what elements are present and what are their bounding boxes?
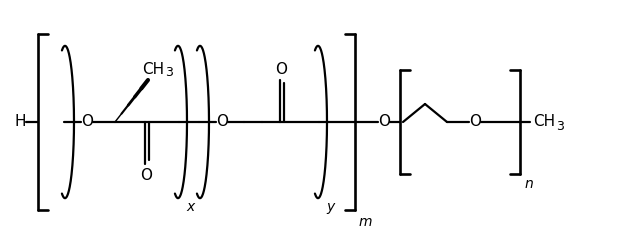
Text: H: H [14, 114, 26, 130]
Text: n: n [525, 177, 533, 191]
Text: 3: 3 [165, 67, 173, 80]
Text: m: m [358, 215, 372, 229]
Text: O: O [469, 114, 481, 130]
Text: 3: 3 [556, 120, 564, 132]
Text: O: O [275, 61, 287, 77]
Text: CH: CH [142, 61, 164, 77]
Text: O: O [378, 114, 390, 130]
Text: CH: CH [533, 114, 555, 130]
Text: O: O [81, 114, 93, 130]
Text: O: O [140, 167, 152, 183]
Text: O: O [216, 114, 228, 130]
Text: y: y [326, 200, 334, 214]
Text: x: x [186, 200, 194, 214]
